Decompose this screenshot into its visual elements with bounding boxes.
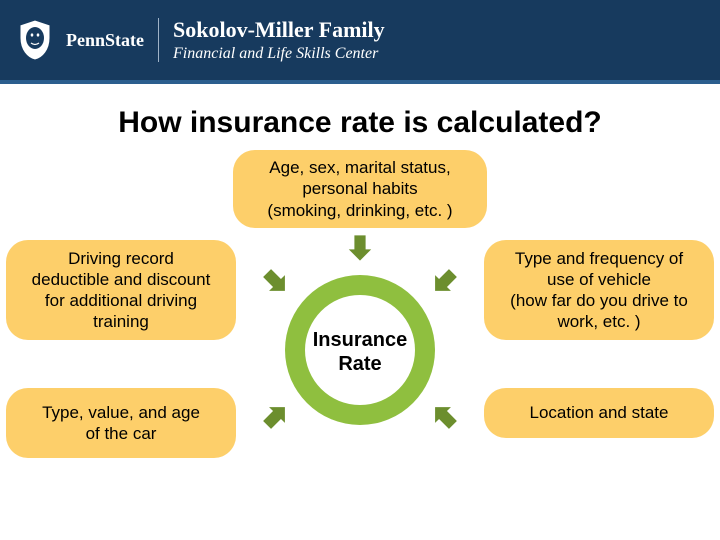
header-title-block: Sokolov-Miller Family Financial and Life… <box>173 17 385 63</box>
arrow-right-lower <box>424 396 464 436</box>
arrow-right-upper <box>424 262 464 302</box>
bubble-top: Age, sex, marital status, personal habit… <box>233 150 487 228</box>
bubble-left1: Driving record deductible and discount f… <box>6 240 236 340</box>
bubble-right1: Type and frequency of use of vehicle (ho… <box>484 240 714 340</box>
page-title: How insurance rate is calculated? <box>0 106 720 140</box>
header-divider <box>158 18 159 62</box>
center-label: Insurance Rate <box>300 328 420 376</box>
arrow-top <box>346 234 374 262</box>
arrow-left-upper <box>256 262 296 302</box>
shield-icon <box>16 18 54 62</box>
bubble-left2: Type, value, and age of the car <box>6 388 236 458</box>
arrow-left-lower <box>256 396 296 436</box>
header-title-line2: Financial and Life Skills Center <box>173 45 385 63</box>
logo-text: PennState <box>66 30 144 51</box>
logo-block: PennState <box>16 18 144 62</box>
bubble-right2: Location and state <box>484 388 714 438</box>
header-bar: PennState Sokolov-Miller Family Financia… <box>0 0 720 80</box>
header-underline <box>0 80 720 84</box>
diagram-area: Age, sex, marital status, personal habit… <box>0 140 720 540</box>
header-title-line1: Sokolov-Miller Family <box>173 17 385 43</box>
